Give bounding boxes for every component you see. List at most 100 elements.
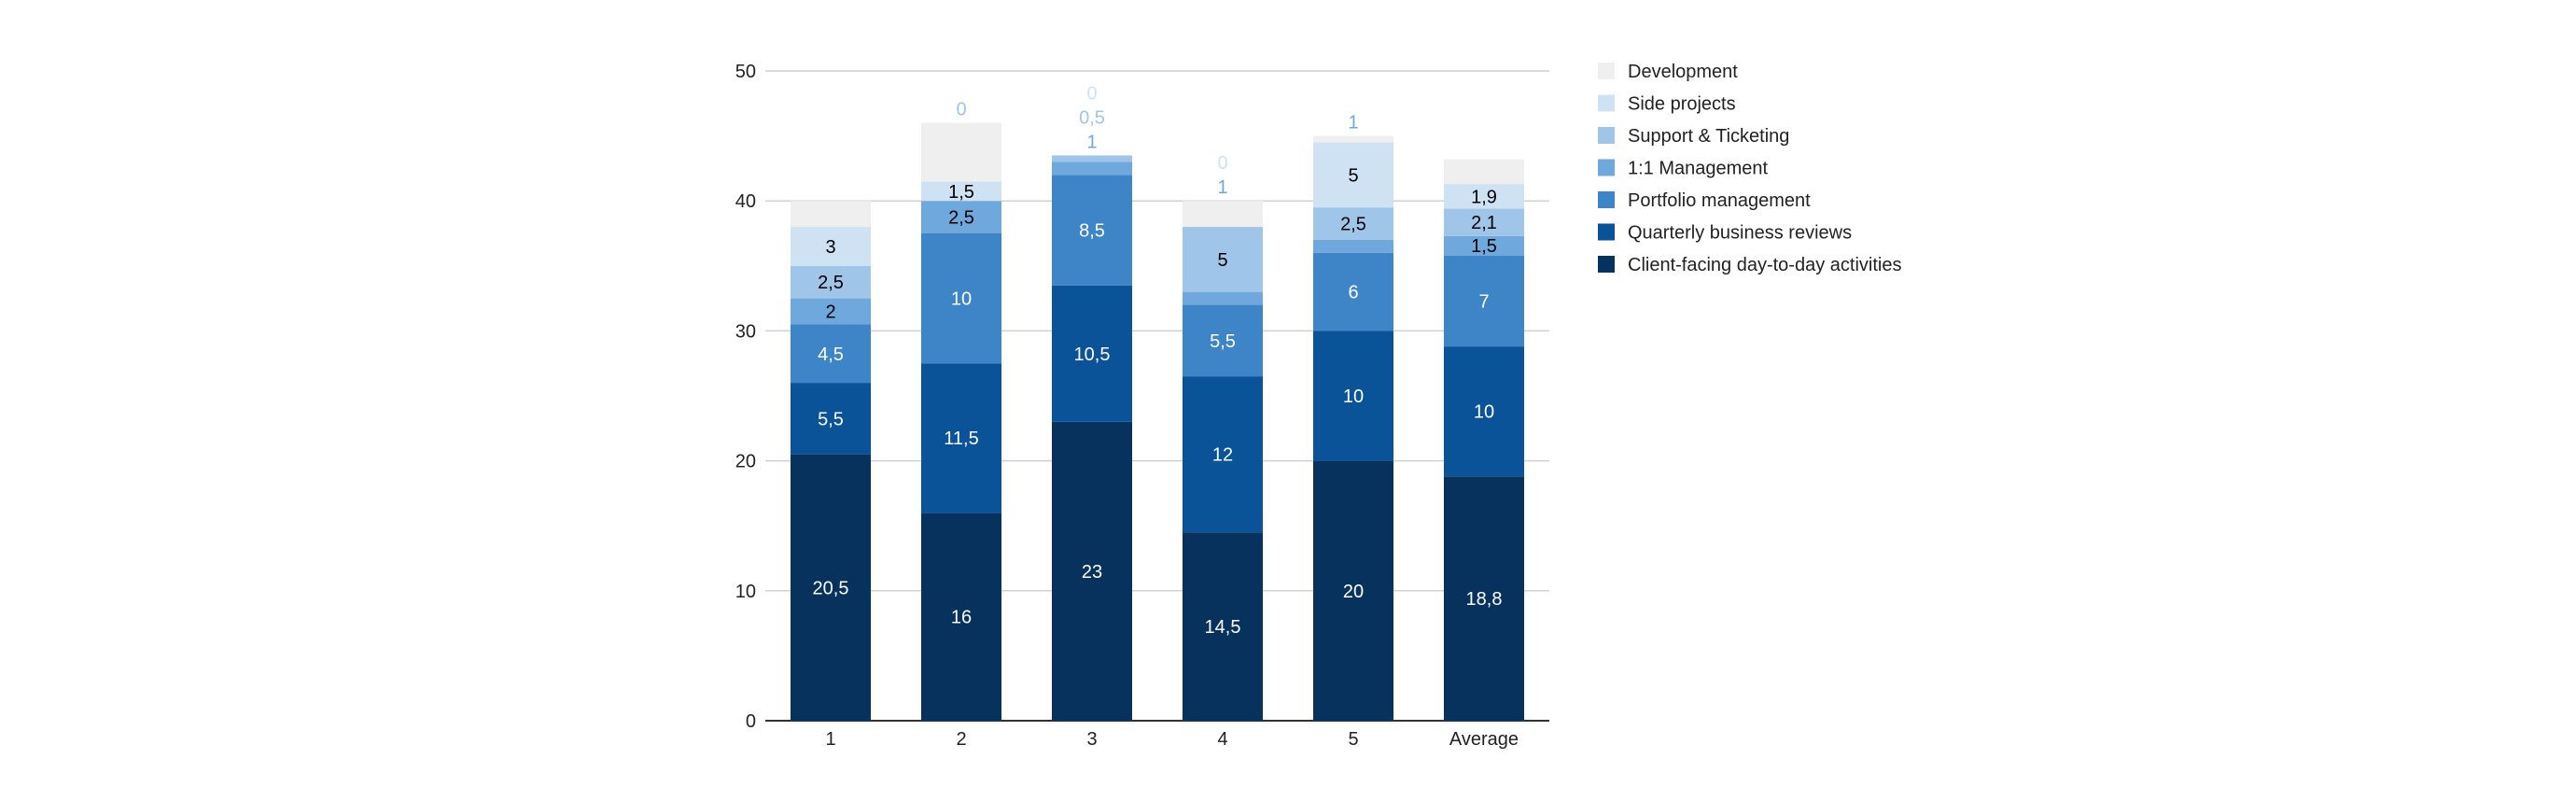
y-tick-label: 30 [735, 321, 756, 342]
y-tick-label: 0 [746, 711, 756, 732]
bar-segment [791, 454, 871, 721]
bar-segment [1183, 304, 1263, 377]
data-label: 12 [1212, 445, 1233, 466]
bar-segment [1444, 255, 1524, 347]
legend-label: Quarterly business reviews [1628, 223, 1852, 244]
data-label: 0 [956, 100, 966, 120]
data-label: 18,8 [1466, 589, 1503, 610]
data-label: 16 [951, 608, 972, 628]
data-label: 5,5 [818, 409, 844, 429]
data-label: 4,5 [818, 344, 844, 365]
bar-segment [1313, 135, 1393, 143]
bar-segment [1052, 175, 1132, 286]
data-label: 3 [825, 237, 835, 258]
data-label: 20,5 [813, 578, 849, 598]
data-label: 0 [1217, 153, 1227, 174]
x-tick-label: 1 [825, 729, 835, 750]
bar-segment [921, 201, 1001, 233]
bar-segment [1444, 346, 1524, 477]
legend-swatch [1598, 127, 1615, 144]
legend-label: 1:1 Management [1628, 159, 1769, 179]
bar-segment [1444, 208, 1524, 236]
legend-swatch [1598, 159, 1615, 176]
bar-segment [1183, 532, 1263, 721]
bar-segment [1313, 142, 1393, 208]
bar-segment [1444, 159, 1524, 185]
data-label: 1 [1086, 132, 1097, 152]
bar-segment [1444, 235, 1524, 256]
y-tick-label: 20 [735, 452, 756, 472]
legend-swatch [1598, 256, 1615, 273]
legend-swatch [1598, 191, 1615, 208]
legend-label: Portfolio management [1628, 190, 1811, 211]
legend-swatch [1598, 94, 1615, 112]
data-label: 2,1 [1471, 213, 1497, 233]
bar-segment [1313, 207, 1393, 240]
bar-segment [1183, 376, 1263, 533]
legend-label: Development [1628, 62, 1738, 82]
bar-segment [791, 298, 871, 325]
bar-segment [921, 513, 1001, 721]
x-tick-label: Average [1449, 729, 1519, 750]
data-label: 23 [1082, 562, 1102, 583]
bar-segment [1183, 201, 1263, 228]
bar-segment [1052, 285, 1132, 422]
bar-segment [1444, 476, 1524, 721]
data-label: 10 [1474, 402, 1494, 423]
legend-label: Support & Ticketing [1628, 126, 1789, 147]
data-label: 2,5 [818, 273, 844, 293]
data-label: 2,5 [1340, 215, 1366, 235]
data-label: 6 [1348, 283, 1358, 303]
bar-segment [1183, 291, 1263, 305]
data-label: 1,5 [1471, 236, 1497, 257]
bar-segment [791, 265, 871, 299]
legend-swatch [1598, 223, 1615, 241]
data-label: 1 [1217, 177, 1227, 198]
bar-segment [791, 227, 871, 266]
data-label: 5,5 [1210, 331, 1236, 352]
y-tick-label: 10 [735, 582, 756, 602]
bar-segment [1052, 155, 1132, 162]
y-tick-label: 40 [735, 191, 756, 212]
data-label: 11,5 [944, 429, 978, 449]
bar-segment [921, 122, 1001, 182]
bar-segment [791, 383, 871, 455]
bar-segment [791, 201, 871, 228]
bar-segment [1052, 421, 1132, 721]
x-tick-label: 4 [1217, 729, 1227, 750]
legend-label: Client-facing day-to-day activities [1628, 255, 1901, 275]
data-label: 1 [1348, 113, 1358, 134]
data-label: 1,5 [948, 182, 974, 203]
data-label: 2 [825, 302, 835, 323]
data-label: 8,5 [1079, 221, 1105, 242]
bar-segment [921, 233, 1001, 364]
data-label: 5 [1348, 165, 1358, 186]
x-tick-label: 5 [1348, 729, 1358, 750]
bar-segment [791, 324, 871, 384]
bar-segment [1313, 460, 1393, 721]
bar-segment [1444, 184, 1524, 209]
bar-segment [1183, 227, 1263, 292]
bar-segment [1313, 252, 1393, 331]
y-tick-label: 50 [735, 62, 756, 82]
bar-segment [1313, 239, 1393, 253]
bar-segment [1052, 162, 1132, 176]
data-label: 2,5 [948, 208, 974, 229]
data-label: 10,5 [1074, 344, 1111, 365]
data-label: 20 [1343, 582, 1364, 602]
x-tick-label: 2 [956, 729, 966, 750]
data-label: 1,9 [1471, 187, 1497, 207]
data-label: 14,5 [1205, 617, 1241, 638]
data-label: 5 [1217, 250, 1227, 271]
x-tick-label: 3 [1086, 729, 1097, 750]
data-label: 10 [951, 289, 972, 310]
bar-segment [1313, 330, 1393, 461]
legend-label: Side projects [1628, 94, 1736, 115]
data-label: 7 [1478, 291, 1489, 312]
data-label: 0 [1086, 83, 1097, 104]
legend-swatch [1598, 63, 1615, 79]
bar-segment [921, 181, 1001, 202]
bar-segment [921, 363, 1001, 513]
